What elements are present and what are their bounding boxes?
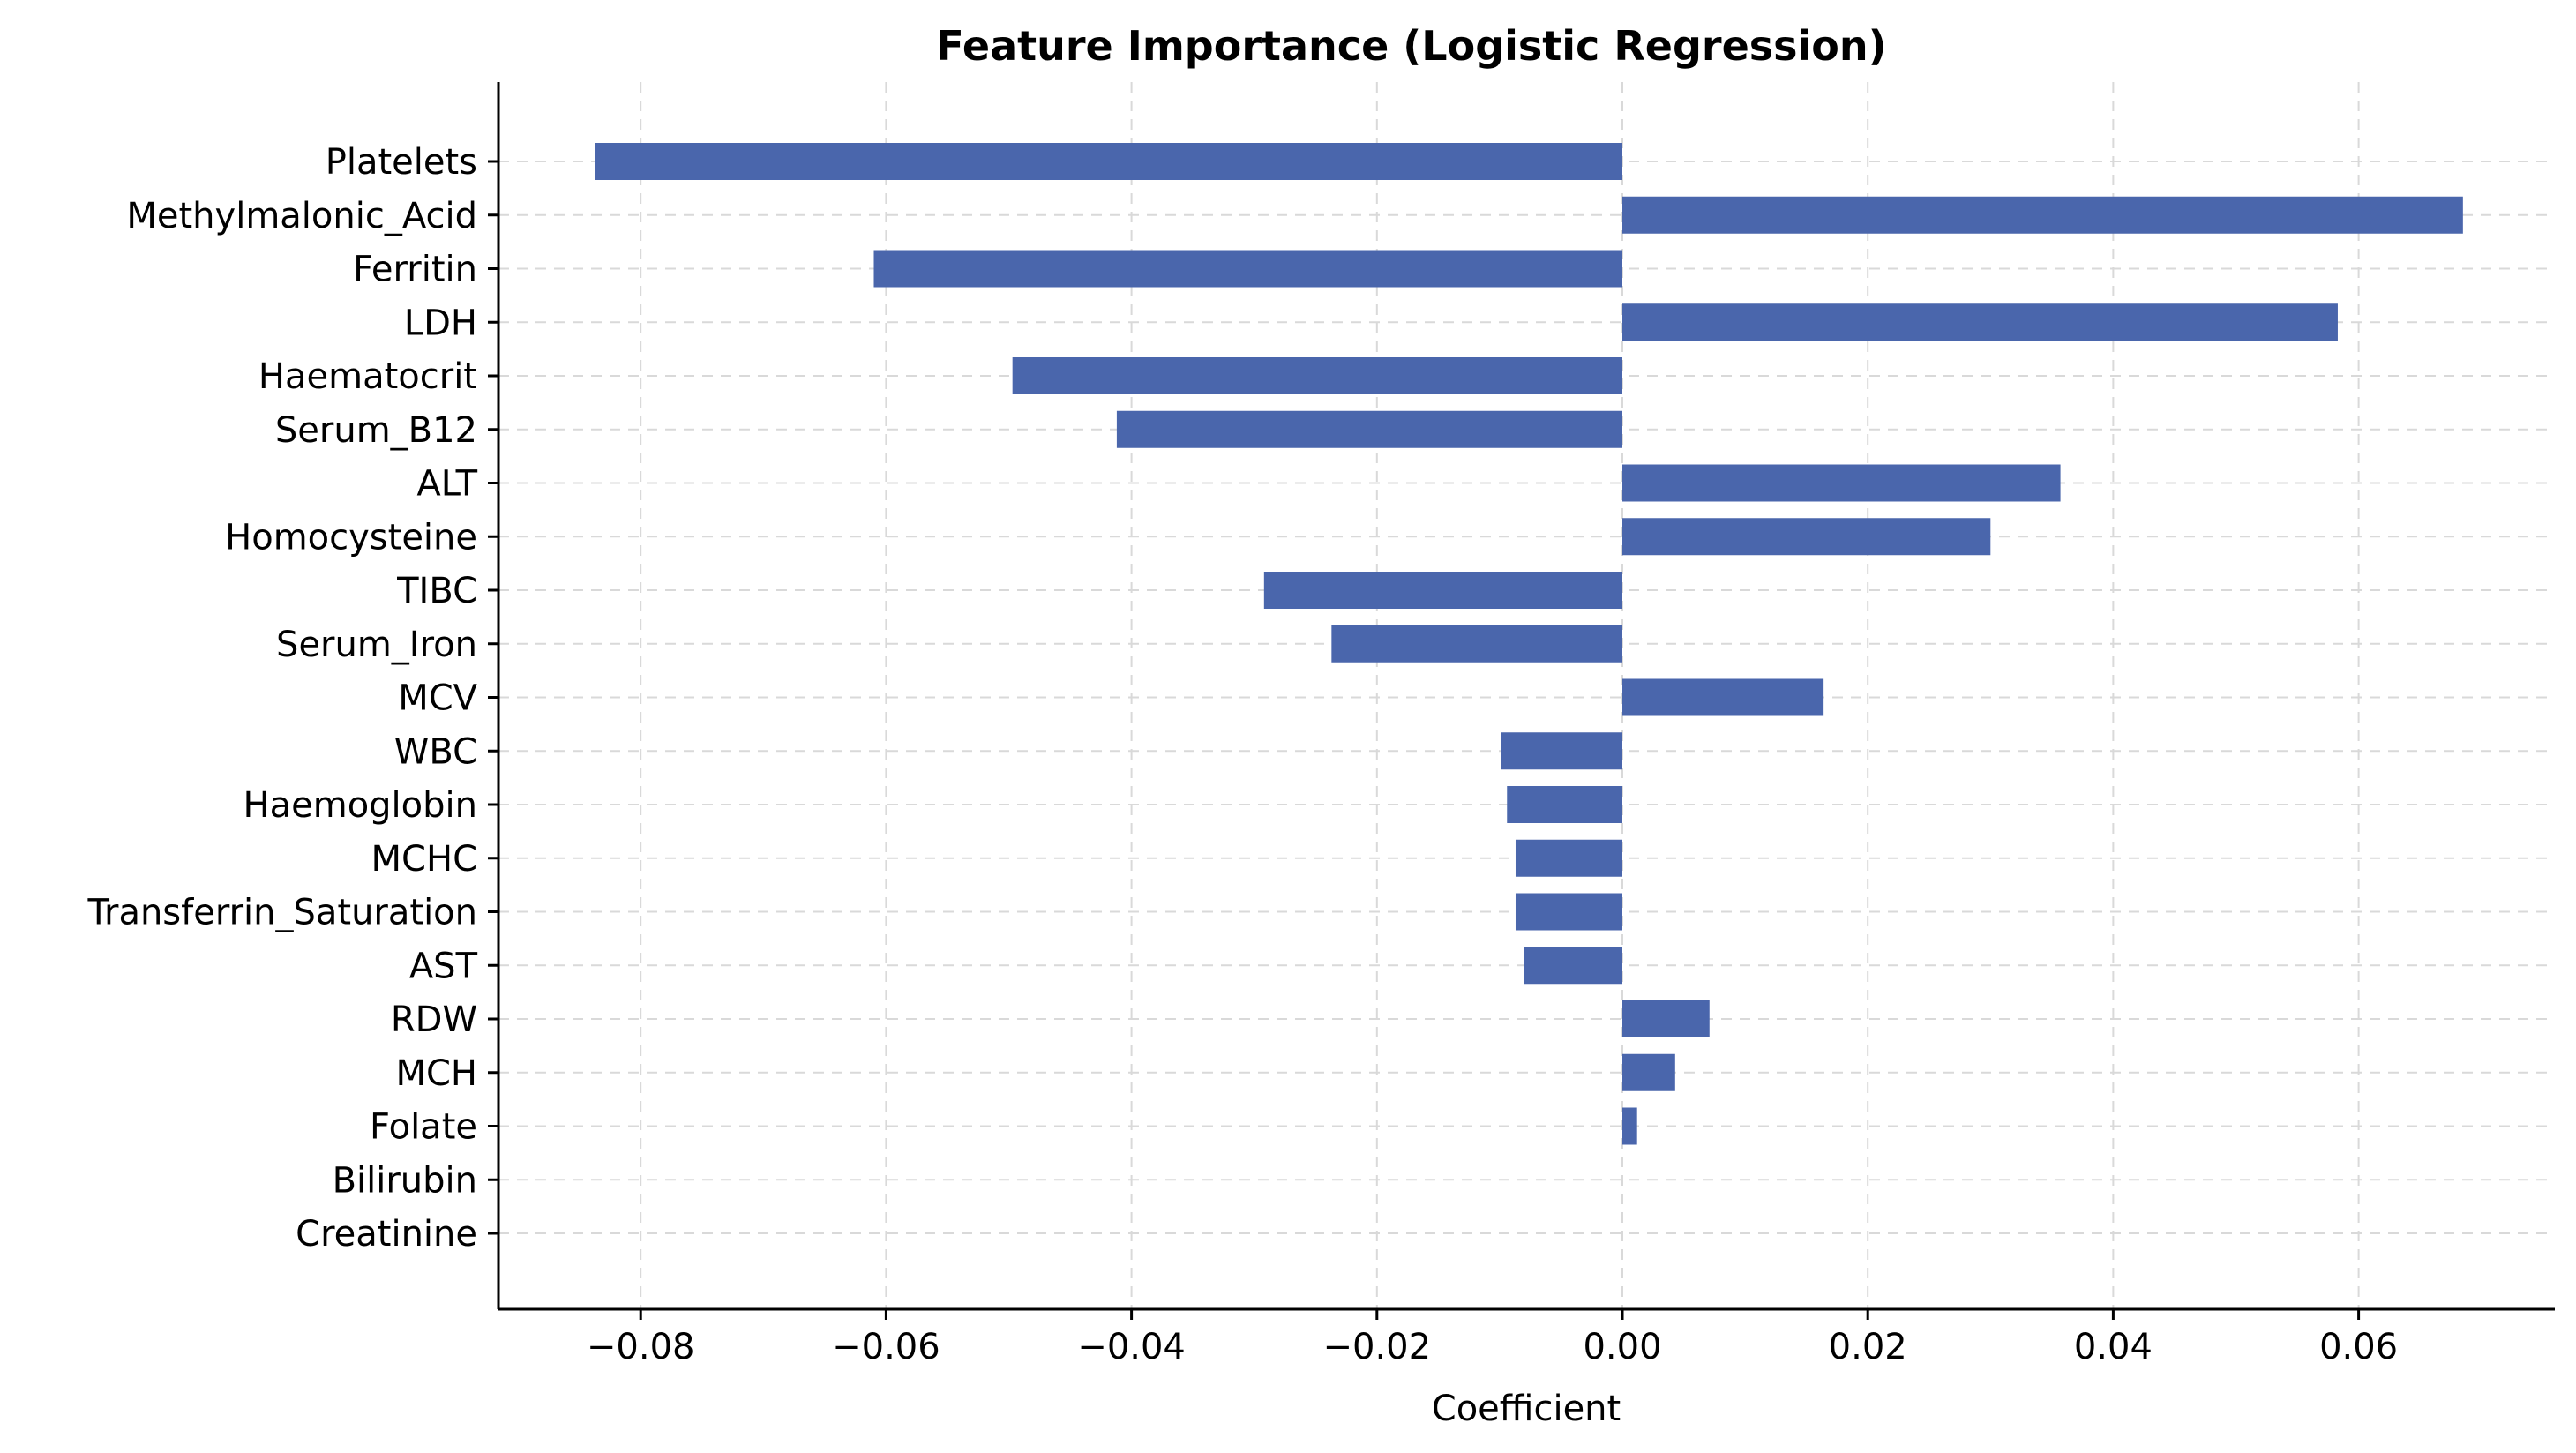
- y-category-label: TIBC: [396, 571, 477, 611]
- y-category-label: Transferrin_Saturation: [86, 893, 477, 933]
- y-category-label: Ferritin: [353, 250, 477, 290]
- bar-ast: [1524, 947, 1622, 985]
- bar-folate: [1622, 1107, 1637, 1145]
- bar-haematocrit: [1012, 357, 1622, 394]
- y-category-label: RDW: [391, 1000, 477, 1040]
- y-category-label: Haematocrit: [258, 356, 477, 397]
- y-category-label: MCH: [395, 1053, 477, 1094]
- bar-ldh: [1622, 303, 2338, 341]
- bar-serum-iron: [1331, 625, 1622, 663]
- bar-ferritin: [873, 250, 1622, 288]
- y-category-label: Serum_Iron: [276, 625, 477, 665]
- y-category-label: Platelets: [326, 142, 477, 183]
- x-tick-label: 0.06: [2319, 1327, 2398, 1367]
- bar-tibc: [1263, 572, 1622, 609]
- bar-serum-b12: [1116, 410, 1622, 448]
- y-category-label: Creatinine: [296, 1214, 477, 1255]
- x-tick-label: −0.04: [1077, 1327, 1186, 1367]
- x-tick-label: −0.08: [587, 1327, 695, 1367]
- tick-labels: −0.08 −0.06 −0.04 −0.02 0.00 0.02 0.04 0.06 Plat…: [86, 142, 2398, 1367]
- y-category-label: MCV: [398, 678, 477, 719]
- x-tick-label: −0.06: [832, 1327, 940, 1367]
- bar-mchc: [1515, 839, 1622, 877]
- bars: [595, 143, 2463, 1145]
- bar-haemoglobin: [1507, 786, 1622, 823]
- chart-title: Feature Importance (Logistic Regression): [936, 22, 1886, 70]
- y-category-label: Bilirubin: [333, 1160, 477, 1201]
- y-category-label: Homocysteine: [225, 517, 477, 558]
- y-category-label: Serum_B12: [275, 410, 477, 451]
- y-category-label: WBC: [394, 731, 477, 772]
- x-tick-label: 0.00: [1583, 1327, 1661, 1367]
- bar-homocysteine: [1622, 518, 1991, 556]
- y-category-label: Methylmalonic_Acid: [126, 196, 477, 236]
- y-category-label: Folate: [370, 1107, 477, 1148]
- bar-mcv: [1622, 678, 1824, 716]
- y-category-label: Haemoglobin: [243, 785, 477, 826]
- bar-methylmalonic-acid: [1622, 196, 2463, 234]
- y-category-label: LDH: [404, 303, 477, 343]
- bar-mch: [1622, 1053, 1675, 1091]
- bar-transferrin-saturation: [1515, 893, 1622, 931]
- x-tick-label: 0.02: [1829, 1327, 1907, 1367]
- x-tick-label: −0.02: [1323, 1327, 1432, 1367]
- bar-rdw: [1622, 1000, 1710, 1037]
- y-category-label: ALT: [416, 464, 477, 505]
- x-axis-label: Coefficient: [1432, 1389, 1621, 1429]
- y-category-label: AST: [409, 946, 478, 986]
- bar-platelets: [595, 143, 1623, 180]
- x-tick-label: 0.04: [2074, 1327, 2153, 1367]
- bar-wbc: [1501, 732, 1622, 770]
- axes: [488, 82, 2555, 1320]
- bar-alt: [1622, 464, 2061, 502]
- y-category-label: MCHC: [371, 839, 477, 880]
